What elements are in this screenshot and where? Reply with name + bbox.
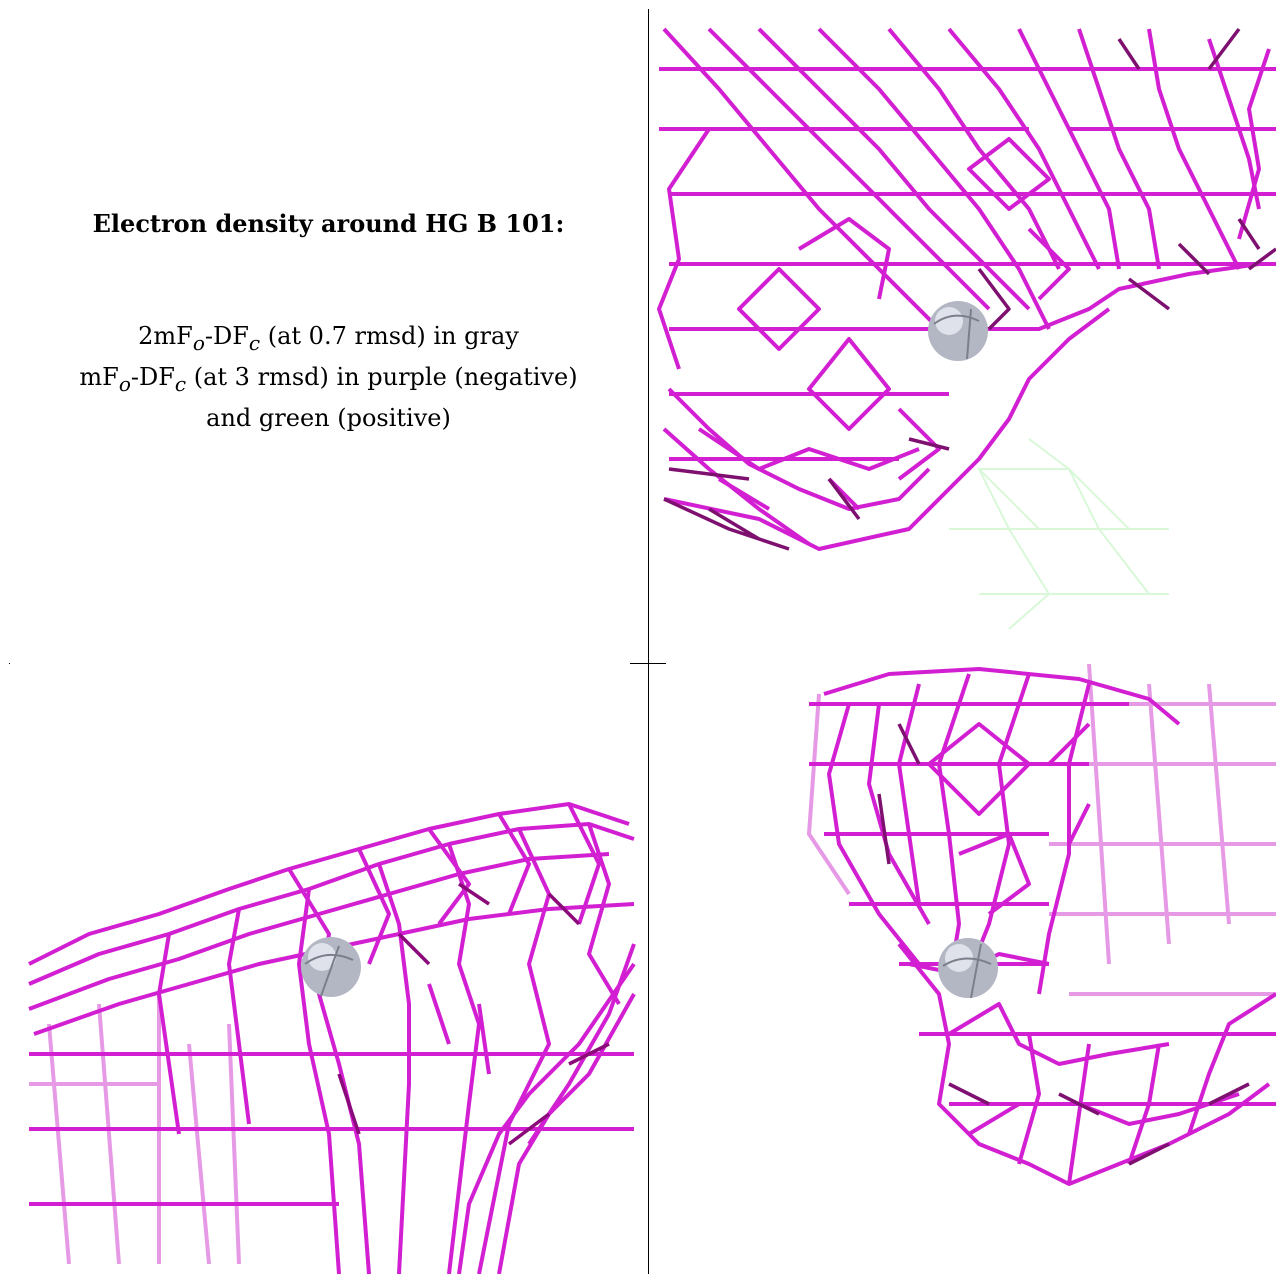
frame-mid-line bbox=[630, 663, 666, 664]
panel-bottom-left bbox=[9, 664, 648, 1274]
panel-bottom-right bbox=[649, 664, 1276, 1274]
mercury-atom-sphere-icon bbox=[301, 937, 361, 997]
caption-title: Electron density around HG B 101: bbox=[92, 209, 565, 238]
caption-line-mfo: mFo-DFc (at 3 rmsd) in purple (negative) bbox=[79, 362, 578, 396]
mercury-atom-sphere-icon bbox=[928, 301, 988, 361]
frame-middle-line bbox=[648, 9, 649, 1274]
caption-line-green: and green (positive) bbox=[206, 403, 451, 432]
density-mesh-bottom-left bbox=[28, 802, 636, 1274]
negative-density-mesh bbox=[657, 27, 1276, 551]
negative-density-mesh-dark bbox=[663, 27, 1276, 551]
negative-density-mesh bbox=[28, 802, 636, 1274]
panel-top-right bbox=[649, 9, 1276, 663]
caption-panel: Electron density around HG B 101: 2mFo-D… bbox=[9, 9, 648, 663]
caption-line-2mfo: 2mFo-DFc (at 0.7 rmsd) in gray bbox=[138, 322, 519, 355]
density-mesh-bottom-right bbox=[806, 664, 1276, 1186]
negative-density-mesh bbox=[809, 667, 1276, 1186]
positive-density-mesh bbox=[949, 438, 1169, 630]
negative-density-mesh-dark bbox=[337, 882, 610, 1146]
negative-density-mesh-dark bbox=[877, 723, 1250, 1166]
mercury-atom-sphere-icon bbox=[938, 938, 998, 999]
caption-body: 2mFo-DFc (at 0.7 rmsd) in gray mFo-DFc (… bbox=[9, 319, 648, 435]
negative-density-mesh-faint bbox=[806, 664, 1276, 996]
density-mesh-top-right bbox=[657, 27, 1276, 630]
